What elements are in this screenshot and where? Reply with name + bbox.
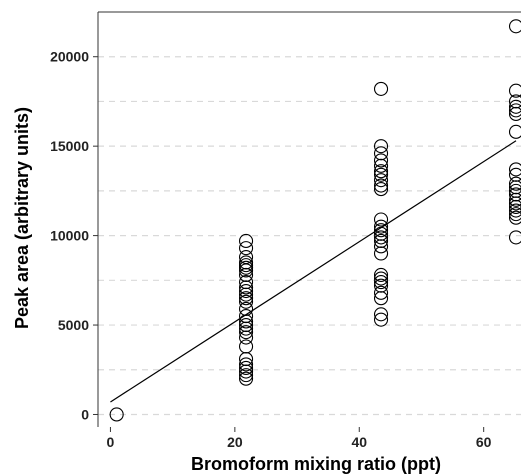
data-point xyxy=(508,103,521,118)
data-point xyxy=(373,230,389,245)
data-point xyxy=(508,203,521,218)
data-point xyxy=(508,176,521,191)
y-tick-label: 0 xyxy=(81,406,89,422)
data-point xyxy=(239,368,254,383)
data-point xyxy=(239,284,254,299)
data-points xyxy=(109,19,521,422)
data-point xyxy=(239,263,254,278)
data-point xyxy=(508,106,521,122)
data-point xyxy=(239,371,254,386)
data-point xyxy=(239,241,254,256)
x-tick-label: 40 xyxy=(351,434,367,450)
data-point xyxy=(239,233,254,249)
data-point xyxy=(239,291,254,306)
x-tick-label: 60 xyxy=(476,434,492,450)
data-point xyxy=(239,360,254,376)
data-point xyxy=(373,139,389,154)
data-point xyxy=(508,196,521,211)
data-point xyxy=(373,219,389,234)
data-point xyxy=(373,291,389,306)
data-point xyxy=(239,364,254,379)
grid-lines xyxy=(98,56,521,416)
data-point xyxy=(508,192,521,207)
data-point xyxy=(373,178,389,193)
y-tick-label: 20000 xyxy=(50,49,89,65)
x-tick-label: 20 xyxy=(227,434,243,450)
data-point xyxy=(373,285,389,300)
data-point xyxy=(373,153,389,168)
data-point xyxy=(373,158,389,173)
data-point xyxy=(239,330,254,345)
data-point xyxy=(373,182,389,197)
x-tick-label: 0 xyxy=(107,434,115,450)
data-point xyxy=(373,267,389,283)
data-point xyxy=(239,357,254,372)
data-point xyxy=(239,280,254,295)
fit-line-group xyxy=(110,140,517,403)
data-point xyxy=(373,167,389,182)
data-point xyxy=(373,275,389,290)
x-axis-ticks: 0 20 40 60 xyxy=(107,427,492,450)
data-point xyxy=(508,230,521,245)
data-point xyxy=(373,239,389,254)
y-axis-title: Peak area (arbitrary units) xyxy=(12,107,32,329)
data-point xyxy=(373,312,389,327)
data-point xyxy=(373,271,389,286)
data-point xyxy=(373,307,389,322)
panel-borders xyxy=(97,11,521,427)
data-point xyxy=(373,81,389,96)
data-point xyxy=(373,223,389,238)
data-point xyxy=(508,199,521,215)
data-point xyxy=(508,207,521,222)
data-point xyxy=(508,19,521,34)
data-point xyxy=(508,162,521,177)
y-tick-label: 15000 xyxy=(50,138,89,154)
data-point xyxy=(508,124,521,139)
data-point xyxy=(239,321,254,336)
data-point xyxy=(508,210,521,225)
fit-line xyxy=(110,140,517,403)
y-axis-ticks: 0 5000 10000 15000 20000 xyxy=(50,49,98,422)
data-point xyxy=(109,407,124,422)
y-tick-label: 10000 xyxy=(50,228,89,244)
data-point xyxy=(373,164,389,179)
x-axis-title: Bromoform mixing ratio (ppt) xyxy=(191,454,441,474)
data-point xyxy=(239,294,254,309)
data-point xyxy=(373,173,389,188)
data-point xyxy=(508,99,521,114)
data-point xyxy=(239,287,254,302)
data-point xyxy=(373,212,389,227)
data-point xyxy=(239,325,254,340)
data-point xyxy=(239,314,254,329)
data-point xyxy=(373,246,389,261)
data-point xyxy=(508,83,521,98)
y-tick-label: 5000 xyxy=(58,317,89,333)
